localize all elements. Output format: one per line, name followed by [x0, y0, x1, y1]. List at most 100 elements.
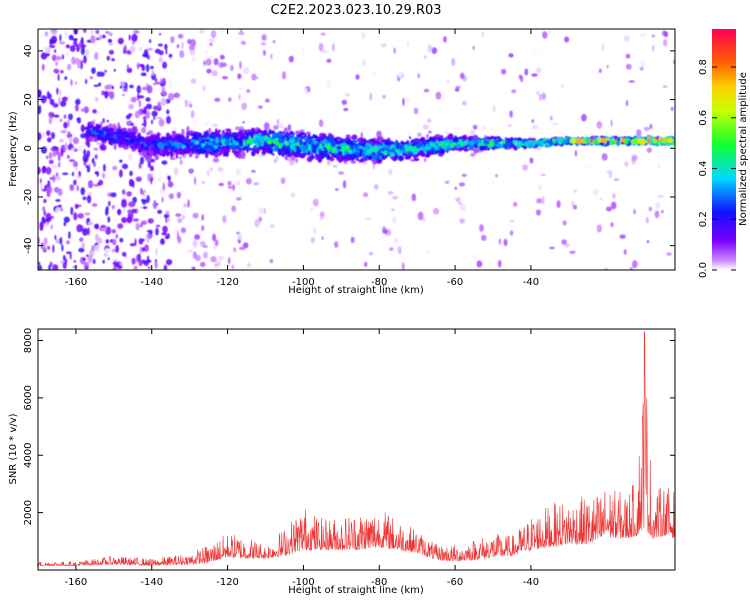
spectrum-speckle: [204, 51, 208, 55]
spectrum-ridge-point: [151, 140, 157, 144]
spectrum-speckle: [203, 251, 208, 259]
spectrum-speckle: [96, 223, 99, 230]
figure-title: C2E2.2023.023.10.29.R03: [270, 3, 441, 18]
spectrum-speckle: [606, 64, 609, 69]
spectrum-ridge-point: [358, 160, 363, 163]
x-tick-label: -100: [292, 277, 315, 288]
spectrum-speckle: [165, 48, 168, 55]
spectrum-speckle: [70, 206, 74, 216]
spectrum-speckle: [194, 176, 197, 185]
spectrum-speckle: [147, 266, 152, 269]
spectrum-speckle: [83, 149, 87, 156]
spectrum-speckle: [194, 234, 201, 240]
spectrum-speckle: [62, 261, 67, 269]
spectrum-speckle: [47, 137, 52, 143]
spectrum-ridge-point: [295, 130, 300, 135]
spectrum-speckle: [143, 119, 147, 128]
spectrum-ridge-point: [198, 137, 203, 142]
spectrum-ridge-point: [269, 148, 274, 155]
spectrum-speckle: [239, 193, 243, 199]
spectrum-speckle: [209, 42, 213, 47]
spectrum-ridge-point: [545, 142, 550, 147]
spectrum-speckle: [64, 52, 69, 57]
spectrum-ridge-point: [146, 132, 150, 136]
spectrum-ridge-point: [407, 151, 414, 154]
spectrum-speckle: [141, 220, 148, 225]
spectrum-ridge-point: [209, 133, 216, 139]
spectrum-speckle: [338, 171, 345, 175]
spectrum-speckle: [66, 240, 70, 245]
spectrum-speckle: [382, 94, 387, 99]
spectrum-speckle: [143, 49, 149, 58]
spectrum-ridge-point: [144, 138, 148, 143]
spectrum-speckle: [536, 147, 542, 151]
spectrum-ridge-point: [251, 150, 256, 157]
spectrum-ridge-point: [507, 138, 513, 142]
spectrum-speckle: [51, 164, 58, 169]
spectrum-speckle: [164, 43, 168, 50]
spectrum-ridge-point: [425, 144, 431, 151]
spectrum-speckle: [541, 196, 545, 205]
colorbar-tick-label: 0.4: [698, 161, 709, 177]
colorbar: 0.0 0.2 0.4 0.6 0.8 Normalized spectral ampl…: [698, 29, 749, 278]
spectrum-speckle: [188, 182, 191, 186]
spectrum-speckle: [92, 109, 97, 114]
spectrum-speckle: [149, 231, 153, 235]
spectrum-speckle: [402, 97, 405, 106]
spectrum-ridge-point: [383, 150, 388, 156]
spectrum-speckle: [145, 103, 153, 110]
spectrum-speckle: [104, 69, 107, 73]
spectrum-ridge-point: [382, 149, 389, 152]
spectrum-ridge-point: [433, 149, 439, 155]
spectrum-ridge-point: [201, 148, 205, 153]
spectrum-ridge-point: [154, 145, 158, 149]
spectrum-speckle: [427, 249, 430, 255]
spectrum-speckle: [234, 126, 241, 131]
spectrum-speckle: [113, 68, 116, 72]
spectrum-ridge-point: [270, 137, 274, 141]
spectrum-speckle: [258, 105, 263, 109]
spectrum-speckle: [218, 182, 225, 187]
spectrum-speckle: [564, 243, 570, 248]
spectrum-speckle: [96, 37, 100, 41]
spectrum-ridge-point: [180, 134, 184, 138]
spectrum-speckle: [263, 122, 270, 131]
x-tick-label: -120: [216, 577, 239, 588]
spectrum-speckle: [63, 114, 67, 119]
spectrum-speckle: [93, 183, 100, 187]
spectrum-speckle: [511, 89, 517, 94]
spectrum-speckle: [212, 157, 220, 163]
spectrum-speckle: [179, 159, 183, 165]
spectrum-speckle: [288, 55, 294, 63]
spectrum-speckle: [161, 160, 168, 165]
spectrum-speckle: [536, 198, 543, 204]
spectrum-speckle: [104, 248, 111, 255]
spectrum-speckle: [77, 213, 84, 219]
spectrum-ridge-point: [193, 133, 197, 139]
spectrum-speckle: [180, 208, 187, 213]
spectrum-speckle: [212, 233, 217, 242]
spectrum-speckle: [69, 159, 75, 163]
spectrum-speckle: [154, 77, 158, 83]
spectrum-speckle: [175, 213, 182, 217]
spectrum-speckle: [98, 82, 102, 87]
spectrum-speckle: [180, 227, 187, 234]
spectrum-ridge-point: [311, 144, 318, 150]
spectrum-ridge-point: [326, 145, 332, 150]
spectrum-speckle: [606, 206, 612, 212]
spectrum-speckle: [113, 261, 118, 268]
spectrum-speckle: [47, 245, 51, 250]
spectrum-speckle: [131, 257, 136, 265]
spectrum-ridge-point: [159, 138, 164, 143]
spectrum-speckle: [60, 100, 67, 107]
spectrum-ridge-point: [499, 138, 502, 142]
spectrum-speckle: [646, 240, 650, 244]
spectrum-ridge-point: [419, 141, 423, 145]
spectrum-ridge-point: [85, 126, 90, 132]
spectrum-speckle: [134, 238, 137, 246]
spectrum-speckle: [67, 91, 71, 95]
spectrum-ridge-point: [156, 148, 161, 155]
spectrum-ridge-point: [601, 138, 607, 143]
spectrum-speckle: [86, 166, 91, 173]
spectrum-ridge-point: [340, 145, 346, 152]
